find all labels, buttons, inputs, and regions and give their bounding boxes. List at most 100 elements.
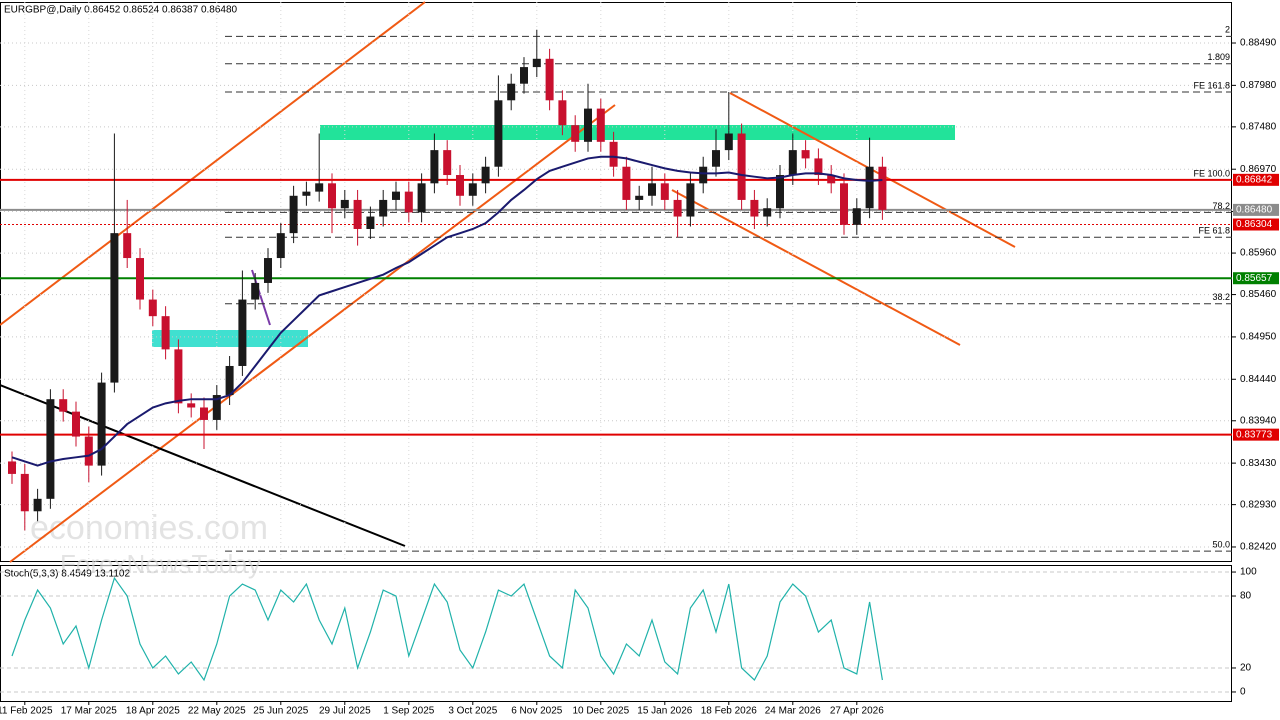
x-tick-label: 29 Jul 2025 (319, 706, 371, 717)
y-tick-label: 0.83940 (1240, 415, 1277, 426)
candle-body (46, 399, 55, 499)
stoch-frame (0, 565, 1232, 702)
candle-body (878, 166, 887, 210)
candle-body (494, 100, 503, 167)
candle-body (776, 175, 784, 209)
x-tick-label: 17 Mar 2025 (61, 706, 118, 717)
candle-body (788, 150, 797, 176)
fib-label: FE 161.8 (1193, 80, 1230, 90)
candle-body (72, 411, 80, 437)
candle-body (532, 58, 541, 68)
y-tick-label: 20 (1240, 663, 1252, 674)
stoch-line (11, 576, 883, 682)
x-tick-label: 10 Dec 2025 (572, 706, 629, 717)
y-tick-label: 0 (1240, 687, 1246, 698)
level-label: 0.83773 (1236, 429, 1273, 440)
support-zone (152, 330, 308, 347)
candle-body (379, 199, 388, 217)
fib-label: 50.0 (1212, 539, 1230, 549)
candle-body (20, 473, 29, 512)
x-tick-label: 24 Mar 2026 (765, 706, 822, 717)
main-frame (0, 2, 1232, 562)
x-tick-label: 22 May 2025 (188, 706, 246, 717)
candle-body (353, 199, 362, 229)
candle-body (635, 195, 644, 200)
y-tick-label: 0.85460 (1240, 289, 1277, 300)
candle-body (660, 183, 669, 200)
candle-body (852, 208, 861, 225)
candle-body (865, 166, 874, 209)
candle-body (622, 166, 631, 200)
candle-body (596, 108, 605, 142)
candle-body (97, 382, 106, 466)
trend-line (9, 104, 616, 563)
resistance-zone (320, 125, 955, 140)
candle-body (686, 183, 695, 217)
y-tick-label: 0.84950 (1240, 332, 1277, 343)
candle-body (340, 199, 349, 209)
candle-body (814, 158, 823, 176)
candle-body (840, 183, 848, 225)
x-tick-label: 18 Feb 2026 (701, 706, 758, 717)
level-box (1233, 218, 1279, 231)
y-tick-label: 0.85960 (1240, 248, 1277, 259)
level-box (1233, 173, 1279, 186)
y-tick-label: 0.86970 (1240, 164, 1277, 175)
candle-body (264, 258, 272, 283)
candle-body (289, 195, 298, 234)
fib-label: 1.809 (1207, 52, 1230, 62)
candle-body (404, 191, 413, 213)
candle-body (443, 150, 452, 176)
fib-label: 78.2 (1212, 201, 1230, 211)
candle-body (584, 108, 592, 142)
x-tick-label: 25 Jun 2025 (253, 706, 308, 717)
watermark: economies.com (30, 509, 268, 547)
fib-label: FE 61.8 (1198, 226, 1230, 236)
x-tick-label: 6 Nov 2025 (511, 706, 563, 717)
candle-body (33, 498, 42, 512)
trend-line (671, 189, 961, 346)
level-label: 0.86480 (1236, 205, 1273, 216)
candle-body (456, 175, 464, 196)
candle-body (110, 233, 119, 383)
candle-body (417, 183, 426, 213)
candle-body (174, 349, 183, 404)
watermark: ForexNewsToday (60, 549, 261, 579)
candle-body (507, 83, 516, 101)
candle-body (481, 166, 490, 184)
y-tick-label: 0.84440 (1240, 374, 1277, 385)
y-tick-label: 0.87480 (1240, 122, 1277, 133)
y-tick-label: 100 (1240, 567, 1257, 578)
candle-body (84, 436, 93, 466)
level-box (1233, 203, 1279, 216)
candle-body (392, 191, 400, 200)
candle-body (123, 233, 132, 259)
candle-body (827, 175, 836, 184)
level-label: 0.85657 (1236, 273, 1273, 284)
y-tick-label: 0.87980 (1240, 80, 1277, 91)
candle-body (225, 365, 234, 396)
candle-body (315, 183, 324, 192)
fib-label: 38.2 (1212, 292, 1230, 302)
candle-body (571, 125, 580, 142)
candle-body (699, 166, 708, 184)
level-box (1233, 272, 1279, 285)
candle-body (648, 183, 656, 196)
candle-body (609, 141, 618, 167)
y-tick-label: 0.82420 (1240, 542, 1277, 553)
candle-body (136, 258, 144, 300)
x-tick-label: 15 Jan 2026 (637, 706, 692, 717)
level-label: 0.86304 (1236, 219, 1273, 230)
x-tick-label: 18 Apr 2025 (126, 706, 180, 717)
candle-body (763, 208, 772, 217)
x-tick-label: 11 Feb 2025 (0, 706, 53, 717)
candle-body (673, 199, 682, 217)
level-box (1233, 428, 1279, 441)
candle-body (276, 233, 285, 259)
y-tick-label: 0.83430 (1240, 458, 1277, 469)
moving-average (11, 155, 883, 467)
x-tick-label: 27 Apr 2026 (830, 706, 884, 717)
stoch-title: Stoch(5,3,3) 8.4549 13.1102 (4, 569, 130, 580)
candle-body (366, 216, 375, 229)
